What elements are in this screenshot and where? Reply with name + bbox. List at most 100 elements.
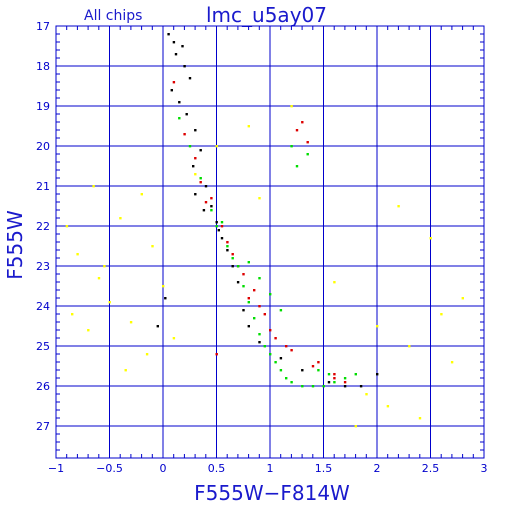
data-point	[226, 245, 229, 248]
data-point	[172, 337, 176, 340]
data-point	[231, 257, 234, 260]
data-point	[263, 313, 266, 316]
data-point	[174, 53, 178, 56]
data-point	[279, 309, 283, 312]
y-tick-label: 24	[36, 300, 50, 313]
x-tick-label: 0	[160, 462, 167, 475]
data-point	[333, 381, 336, 384]
data-point	[178, 101, 181, 104]
data-points	[65, 33, 464, 428]
data-point	[258, 333, 261, 336]
data-point	[301, 385, 304, 388]
data-point	[199, 181, 202, 184]
x-tick-label: 2	[374, 462, 381, 475]
data-point	[194, 129, 197, 132]
data-point	[183, 133, 186, 136]
data-point	[285, 377, 288, 380]
data-point	[317, 369, 320, 372]
data-point	[317, 361, 320, 364]
y-tick-label: 22	[36, 220, 50, 233]
data-point	[263, 345, 266, 348]
data-point	[333, 377, 336, 380]
y-tick-label: 25	[36, 340, 50, 353]
data-point	[170, 89, 173, 92]
data-point	[167, 33, 170, 36]
chart-subtitle: All chips	[84, 8, 142, 24]
data-point	[194, 157, 197, 160]
y-tick-label: 23	[36, 260, 50, 273]
data-point	[333, 373, 336, 376]
data-point	[108, 301, 111, 304]
x-tick-label: 1.5	[315, 462, 333, 475]
data-point	[199, 149, 202, 152]
data-point	[274, 361, 277, 364]
data-point	[376, 373, 379, 376]
data-point	[97, 277, 101, 280]
data-point	[210, 197, 213, 200]
data-point	[215, 225, 218, 228]
data-point	[231, 265, 234, 268]
data-point	[269, 293, 272, 296]
data-point	[204, 185, 208, 188]
x-tick-label: 3	[481, 462, 488, 475]
data-point	[285, 345, 288, 348]
data-point	[306, 141, 309, 144]
y-tick-label: 26	[36, 380, 50, 393]
data-point	[354, 425, 357, 428]
data-point	[258, 305, 261, 308]
data-point	[253, 317, 256, 320]
y-tick-label: 27	[36, 420, 50, 433]
x-tick-label: −0.5	[96, 462, 123, 475]
data-point	[311, 365, 315, 368]
data-point	[204, 201, 208, 204]
x-tick-label: 1	[267, 462, 274, 475]
data-point	[269, 353, 272, 356]
data-point	[322, 385, 325, 388]
data-point	[274, 337, 277, 340]
data-point	[236, 265, 240, 268]
data-point	[226, 241, 229, 244]
data-point	[76, 253, 79, 256]
data-point	[269, 329, 272, 332]
x-tick-labels: −1 −0.5 0 0.5 1 1.5 2 2.5 3	[48, 462, 488, 475]
data-point	[418, 417, 422, 420]
data-point	[327, 381, 331, 384]
data-point	[192, 165, 195, 168]
data-point	[327, 373, 331, 376]
data-point	[247, 297, 250, 300]
data-point	[164, 297, 167, 300]
data-point	[181, 45, 184, 48]
y-tick-label: 20	[36, 140, 50, 153]
data-point	[188, 77, 192, 80]
data-point	[71, 313, 74, 316]
data-point	[306, 153, 309, 156]
x-axis-title: F555W−F814W	[194, 481, 350, 505]
data-point	[279, 369, 283, 372]
data-point	[290, 349, 293, 352]
data-point	[92, 185, 95, 188]
data-point	[376, 325, 379, 328]
data-point	[183, 65, 186, 68]
data-point	[253, 289, 256, 292]
data-point	[242, 285, 245, 288]
data-point	[87, 329, 90, 332]
data-point	[279, 357, 283, 360]
data-point	[450, 361, 454, 364]
data-point	[217, 229, 220, 232]
data-point	[188, 145, 192, 148]
data-point	[365, 393, 368, 396]
data-point	[247, 325, 250, 328]
data-point	[440, 313, 443, 316]
data-point	[156, 325, 159, 328]
data-point	[220, 221, 224, 224]
data-point	[140, 193, 143, 196]
y-tick-label: 21	[36, 180, 50, 193]
data-point	[343, 381, 347, 384]
data-point	[301, 369, 304, 372]
data-point	[220, 237, 224, 240]
data-point	[354, 373, 357, 376]
data-point	[343, 377, 347, 380]
data-point	[258, 197, 261, 200]
y-tick-label: 17	[36, 20, 50, 33]
